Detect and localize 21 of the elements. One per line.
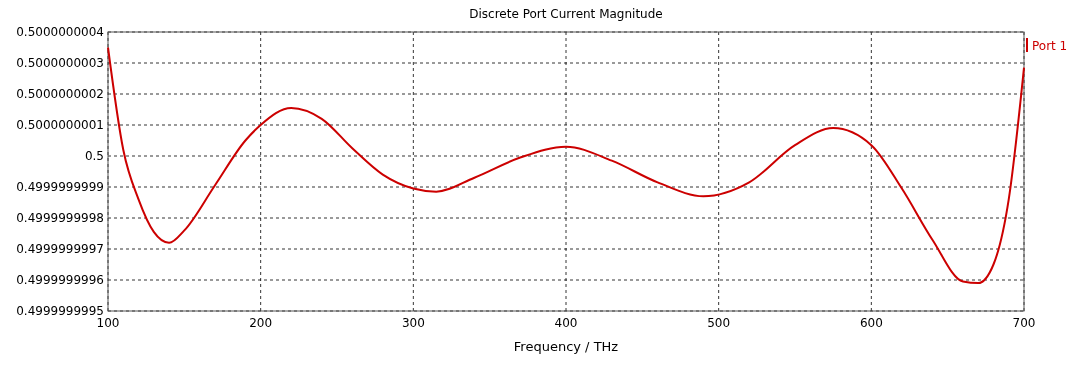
legend-label: Port 1: [1032, 39, 1068, 53]
line-series: [107, 46, 1025, 285]
x-tick-label: 700: [1012, 316, 1036, 330]
chart-title: Discrete Port Current Magnitude: [469, 7, 663, 21]
x-tick-label: 500: [707, 316, 731, 330]
y-tick-label: 0.4999999997: [16, 242, 104, 256]
x-tick-label: 100: [96, 316, 120, 330]
y-tick-label: 0.5: [84, 149, 104, 163]
y-tick-label: 0.4999999998: [16, 211, 104, 225]
x-tick-label: 300: [401, 316, 425, 330]
y-tick-label: 0.4999999999: [16, 180, 104, 194]
y-tick-label: 0.5000000004: [16, 25, 104, 39]
x-tick-label: 200: [249, 316, 273, 330]
y-tick-label: 0.5000000002: [16, 87, 104, 101]
y-tick-label: 0.4999999996: [16, 273, 104, 287]
y-tick-label: 0.5000000001: [16, 118, 104, 132]
x-tick-label: 600: [859, 316, 883, 330]
x-tick-label: 400: [554, 316, 578, 330]
y-tick-label: 0.4999999995: [16, 304, 104, 318]
x-axis-title: Frequency / THz: [513, 339, 619, 354]
y-tick-label: 0.5000000003: [16, 56, 104, 70]
